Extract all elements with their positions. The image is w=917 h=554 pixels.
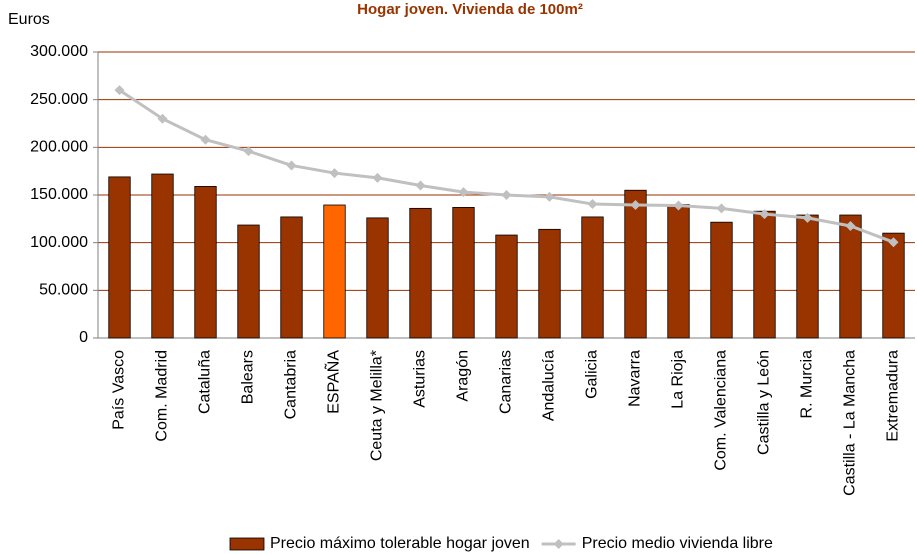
legend-label: Precio medio vivienda libre [582,535,773,552]
y-tick-label: 300.000 [30,43,88,60]
x-tick-label: Asturias [412,350,429,408]
x-tick-label: Andalucía [541,350,558,421]
y-tick-label: 50.000 [39,282,88,299]
x-tick-label: Castilla - La Mancha [842,350,859,496]
x-tick-label: La Rioja [670,350,687,409]
line-marker [329,168,340,179]
y-axis-label: Euros [8,11,50,28]
x-tick-label: Balears [240,350,257,404]
bar [194,186,217,339]
line-marker [157,113,168,124]
x-tick-label: Com. Valenciana [713,350,730,471]
x-tick-label: Canarias [498,350,515,414]
bar [495,234,518,339]
x-tick-label: ESPAÑA [323,350,343,414]
line-marker [286,160,297,171]
line-marker [200,134,211,145]
line-marker [888,237,899,248]
x-tick-label: Castilla y León [756,350,773,455]
line-marker [802,212,813,223]
bar [452,206,475,339]
x-tick-label: Com. Madrid [154,350,171,442]
bar [581,216,604,339]
bar [151,173,174,339]
line-marker [458,187,469,198]
y-tick-label: 250.000 [30,91,88,108]
line-marker [114,85,125,96]
x-tick-label: Cataluña [197,350,214,414]
x-tick-label: Aragón [455,350,472,402]
x-tick-label: R. Murcia [799,350,816,419]
line-marker [673,200,684,211]
x-tick-label: Navarra [627,350,644,407]
y-tick-label: 100.000 [30,234,88,251]
line-marker [759,209,770,220]
line-marker [716,203,727,214]
bar [882,232,905,339]
bar [108,176,131,339]
bar [796,214,819,339]
legend-swatch [553,539,564,549]
x-tick-label: Ceuta y Melilla* [369,350,386,461]
line [118,88,895,244]
line-marker [630,200,641,211]
bar [366,217,389,339]
x-tick-label: País Vasco [111,350,128,430]
line-marker [372,172,383,183]
x-tick-label: Extremadura [885,350,902,442]
bar [280,216,303,339]
legend-swatch [229,537,265,551]
legend-label: Precio máximo tolerable hogar joven [270,535,530,552]
chart-title: Hogar joven. Vivienda de 100m² [357,1,583,18]
bar [538,228,561,339]
line-marker [587,199,598,210]
bar [667,204,690,339]
bar [323,204,346,339]
line-marker [243,146,254,157]
line-marker [501,190,512,200]
y-tick-label: 0 [79,329,88,346]
line-marker [415,180,426,191]
bar [624,189,647,339]
bar [409,207,432,339]
bar [710,221,733,339]
x-tick-label: Cantabria [283,350,300,419]
line-marker [544,191,555,202]
bar [839,214,862,339]
x-tick-label: Galicia [584,350,601,399]
y-tick-label: 150.000 [30,186,88,203]
bar [753,210,776,339]
bar [237,224,260,339]
line-marker [845,220,856,231]
y-tick-label: 200.000 [30,139,88,156]
